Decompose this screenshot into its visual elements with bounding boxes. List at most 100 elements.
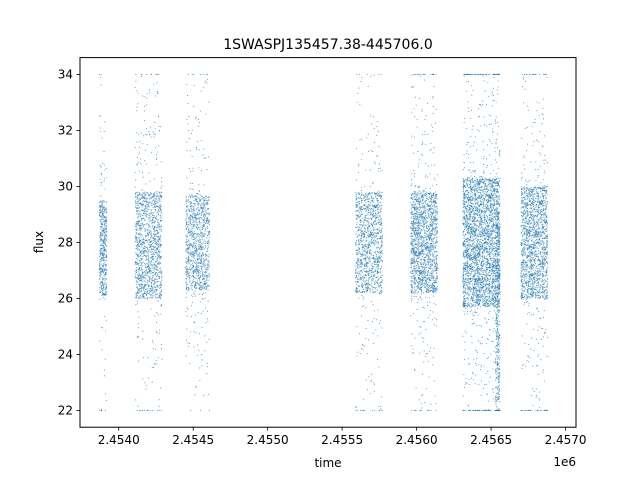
data-point — [159, 295, 161, 297]
data-point — [158, 201, 160, 203]
data-point — [422, 373, 424, 375]
data-point — [189, 280, 191, 282]
data-point — [196, 203, 199, 205]
data-point — [136, 283, 138, 285]
data-point — [185, 199, 187, 201]
data-point — [196, 241, 198, 243]
data-point — [199, 253, 201, 255]
data-point — [375, 286, 377, 289]
data-point — [368, 284, 370, 286]
data-point — [379, 260, 381, 262]
data-point — [149, 289, 151, 291]
data-point — [187, 130, 189, 132]
data-point — [356, 221, 358, 223]
data-point — [381, 274, 383, 276]
data-point — [139, 192, 141, 194]
data-point — [135, 261, 138, 263]
data-point — [104, 298, 106, 300]
data-point — [137, 300, 139, 302]
data-point — [195, 218, 197, 220]
data-point — [150, 219, 152, 221]
data-point — [199, 231, 202, 233]
data-point — [135, 235, 137, 238]
data-point — [141, 265, 143, 267]
data-point — [372, 183, 374, 185]
data-point — [153, 254, 155, 256]
data-point — [158, 227, 160, 229]
data-point — [146, 92, 148, 94]
data-point — [158, 251, 160, 253]
data-point — [373, 236, 375, 238]
data-point — [185, 277, 187, 279]
data-point — [207, 276, 209, 278]
data-point — [185, 195, 187, 197]
data-point — [153, 270, 155, 272]
data-point — [100, 268, 102, 271]
data-point — [376, 257, 378, 259]
data-point — [192, 189, 194, 191]
data-point — [367, 218, 369, 220]
data-point — [198, 220, 200, 222]
data-point — [359, 353, 361, 355]
data-point — [414, 210, 416, 212]
data-point — [156, 157, 158, 159]
data-point — [192, 235, 195, 237]
data-point — [102, 267, 104, 269]
data-point — [208, 273, 210, 275]
data-point — [369, 224, 371, 226]
data-point — [358, 332, 361, 335]
data-point — [424, 210, 426, 212]
data-point — [194, 220, 196, 222]
data-point — [368, 258, 370, 260]
data-point — [104, 358, 106, 360]
data-point — [104, 393, 107, 395]
data-point — [145, 257, 148, 259]
data-point — [195, 283, 197, 285]
data-point — [140, 227, 142, 229]
data-point — [141, 239, 143, 241]
data-point — [365, 265, 367, 268]
data-point — [193, 252, 195, 254]
data-point — [376, 259, 379, 261]
data-point — [158, 237, 160, 239]
data-point — [154, 283, 156, 285]
data-point — [200, 207, 202, 209]
data-point — [156, 205, 158, 207]
data-point — [377, 233, 379, 235]
data-point — [103, 239, 105, 242]
data-point — [198, 273, 200, 275]
data-point — [359, 263, 361, 266]
data-point — [139, 234, 141, 236]
data-point — [100, 239, 102, 241]
data-point — [185, 227, 188, 229]
data-point — [139, 242, 141, 244]
data-point — [205, 288, 207, 290]
data-point — [158, 249, 160, 251]
data-point — [157, 238, 159, 240]
data-point — [101, 240, 103, 242]
data-point — [367, 227, 369, 229]
data-point — [190, 201, 192, 203]
data-point — [378, 257, 380, 259]
data-point — [196, 354, 199, 356]
data-point — [368, 268, 370, 270]
data-point — [368, 252, 371, 254]
data-point — [100, 238, 102, 240]
data-point — [139, 256, 141, 258]
data-point — [429, 222, 431, 224]
data-point — [189, 271, 191, 274]
data-point — [424, 245, 426, 247]
data-point — [367, 220, 369, 222]
data-point — [193, 212, 195, 214]
data-point — [367, 224, 369, 226]
data-point — [363, 249, 365, 251]
data-point — [197, 233, 199, 235]
data-point — [101, 207, 103, 209]
data-point — [423, 228, 425, 230]
data-point — [101, 257, 103, 259]
data-point — [201, 275, 204, 277]
data-point — [435, 222, 437, 225]
data-point — [365, 199, 367, 201]
data-point — [365, 217, 367, 219]
data-point — [194, 195, 196, 197]
